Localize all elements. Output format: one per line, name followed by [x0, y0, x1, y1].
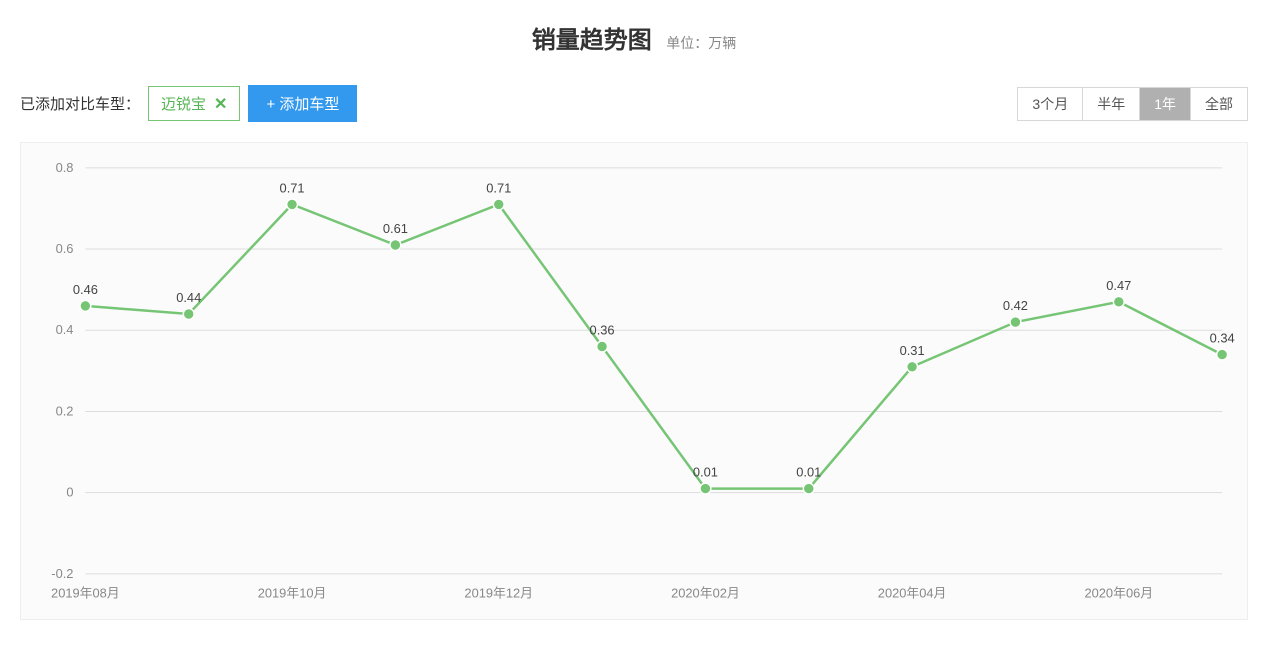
- svg-text:2020年06月: 2020年06月: [1084, 586, 1153, 601]
- svg-text:-0.2: -0.2: [51, 566, 73, 581]
- data-point[interactable]: [700, 483, 711, 494]
- range-tab-1[interactable]: 半年: [1083, 88, 1140, 120]
- data-point[interactable]: [80, 300, 91, 311]
- data-point[interactable]: [597, 341, 608, 352]
- compare-label: 已添加对比车型：: [20, 93, 140, 114]
- sales-line-chart: -0.2 0 0.2 0.4 0.6 0.8 2019年08月 2019年10月 2019年12…: [21, 153, 1237, 609]
- data-point[interactable]: [1217, 349, 1228, 360]
- data-point-label: 0.42: [1003, 298, 1028, 313]
- svg-text:0.2: 0.2: [56, 403, 74, 418]
- add-model-button[interactable]: + 添加车型: [248, 85, 357, 122]
- data-point-label: 0.31: [900, 343, 925, 358]
- data-point[interactable]: [803, 483, 814, 494]
- chart-container: -0.2 0 0.2 0.4 0.6 0.8 2019年08月 2019年10月 2019年12…: [20, 142, 1248, 620]
- data-point-label: 0.01: [693, 465, 718, 480]
- compare-chip-label: 迈锐宝: [161, 93, 206, 114]
- svg-text:0.4: 0.4: [56, 322, 74, 337]
- svg-text:2020年02月: 2020年02月: [671, 586, 740, 601]
- data-point-label: 0.47: [1106, 278, 1131, 293]
- close-icon[interactable]: ✕: [214, 94, 227, 114]
- svg-text:2019年12月: 2019年12月: [464, 586, 533, 601]
- data-point-label: 0.71: [280, 181, 305, 196]
- data-point[interactable]: [907, 361, 918, 372]
- data-point[interactable]: [1010, 317, 1021, 328]
- range-tabs: 3个月半年1年全部: [1017, 87, 1248, 121]
- data-point[interactable]: [493, 199, 504, 210]
- svg-text:0.8: 0.8: [56, 160, 74, 175]
- chart-title: 销量趋势图: [532, 20, 652, 55]
- range-tab-2[interactable]: 1年: [1140, 88, 1191, 120]
- svg-text:2019年10月: 2019年10月: [258, 586, 327, 601]
- svg-text:2020年04月: 2020年04月: [878, 586, 947, 601]
- data-point-label: 0.36: [590, 323, 615, 338]
- data-point[interactable]: [390, 240, 401, 251]
- range-tab-0[interactable]: 3个月: [1018, 88, 1083, 120]
- data-point[interactable]: [183, 309, 194, 320]
- chart-header: 销量趋势图 单位：万辆: [20, 20, 1248, 55]
- data-point-label: 0.71: [486, 181, 511, 196]
- controls-row: 已添加对比车型： 迈锐宝 ✕ + 添加车型 3个月半年1年全部: [20, 85, 1248, 122]
- data-point-label: 0.01: [796, 465, 821, 480]
- data-point-label: 0.34: [1210, 331, 1235, 346]
- data-point[interactable]: [287, 199, 298, 210]
- svg-text:0: 0: [66, 485, 73, 500]
- range-tab-3[interactable]: 全部: [1191, 88, 1247, 120]
- chart-unit: 单位：万辆: [666, 35, 736, 51]
- data-point-label: 0.61: [383, 221, 408, 236]
- svg-text:0.6: 0.6: [56, 241, 74, 256]
- controls-left: 已添加对比车型： 迈锐宝 ✕ + 添加车型: [20, 85, 357, 122]
- data-point[interactable]: [1113, 296, 1124, 307]
- compare-chip[interactable]: 迈锐宝 ✕: [148, 86, 240, 121]
- data-point-label: 0.44: [176, 290, 201, 305]
- svg-text:2019年08月: 2019年08月: [51, 586, 120, 601]
- data-point-label: 0.46: [73, 282, 98, 297]
